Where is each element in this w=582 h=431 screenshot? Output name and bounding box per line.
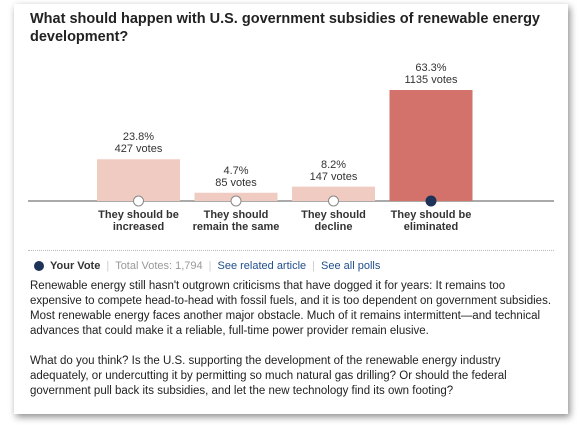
value-label: 4.7% (223, 164, 249, 177)
paragraph: Renewable energy still hasn't outgrown c… (30, 280, 552, 337)
total-votes: Total Votes: 1,794 (115, 260, 203, 273)
value-label: 63.3% (415, 62, 447, 74)
vote-label: 85 votes (215, 176, 257, 189)
vote-label: 147 votes (309, 170, 358, 183)
chart (28, 90, 554, 207)
divider: | (312, 260, 316, 273)
category-label: They should decline (301, 209, 366, 233)
bar (97, 159, 180, 201)
legend-dot (34, 261, 44, 272)
vote-dot-selected (425, 195, 437, 207)
legend-label: Your Vote (50, 260, 101, 273)
vote-label: 1135 votes (404, 74, 458, 86)
bar (389, 90, 473, 201)
related-link[interactable]: See related article (217, 260, 307, 273)
divider: | (208, 260, 212, 273)
poll-card: What should happen with U.S. government … (14, 4, 568, 414)
value-label: 23.8% (122, 131, 155, 144)
value-label: 8.2% (320, 158, 347, 171)
category-label: They should be increased (98, 209, 179, 233)
vote-dot (133, 195, 144, 207)
separator (28, 250, 554, 251)
vote-dot (230, 195, 242, 207)
paragraph: What do you think? Is the U.S. supportin… (30, 355, 507, 397)
category-label: They should remain the same (192, 209, 280, 233)
poll-title: What should happen with U.S. government … (30, 11, 540, 45)
category-label: They should be eliminated (390, 209, 472, 233)
bar (292, 186, 375, 201)
vote-label: 427 votes (114, 143, 163, 156)
divider: | (106, 260, 110, 273)
poll-footer: Your Vote | Total Votes: 1,794 | See related… (34, 260, 380, 272)
article-text: Renewable energy still hasn't outgrown c… (30, 279, 558, 414)
vote-dot (328, 195, 339, 207)
polls-link[interactable]: See all polls (321, 260, 381, 273)
